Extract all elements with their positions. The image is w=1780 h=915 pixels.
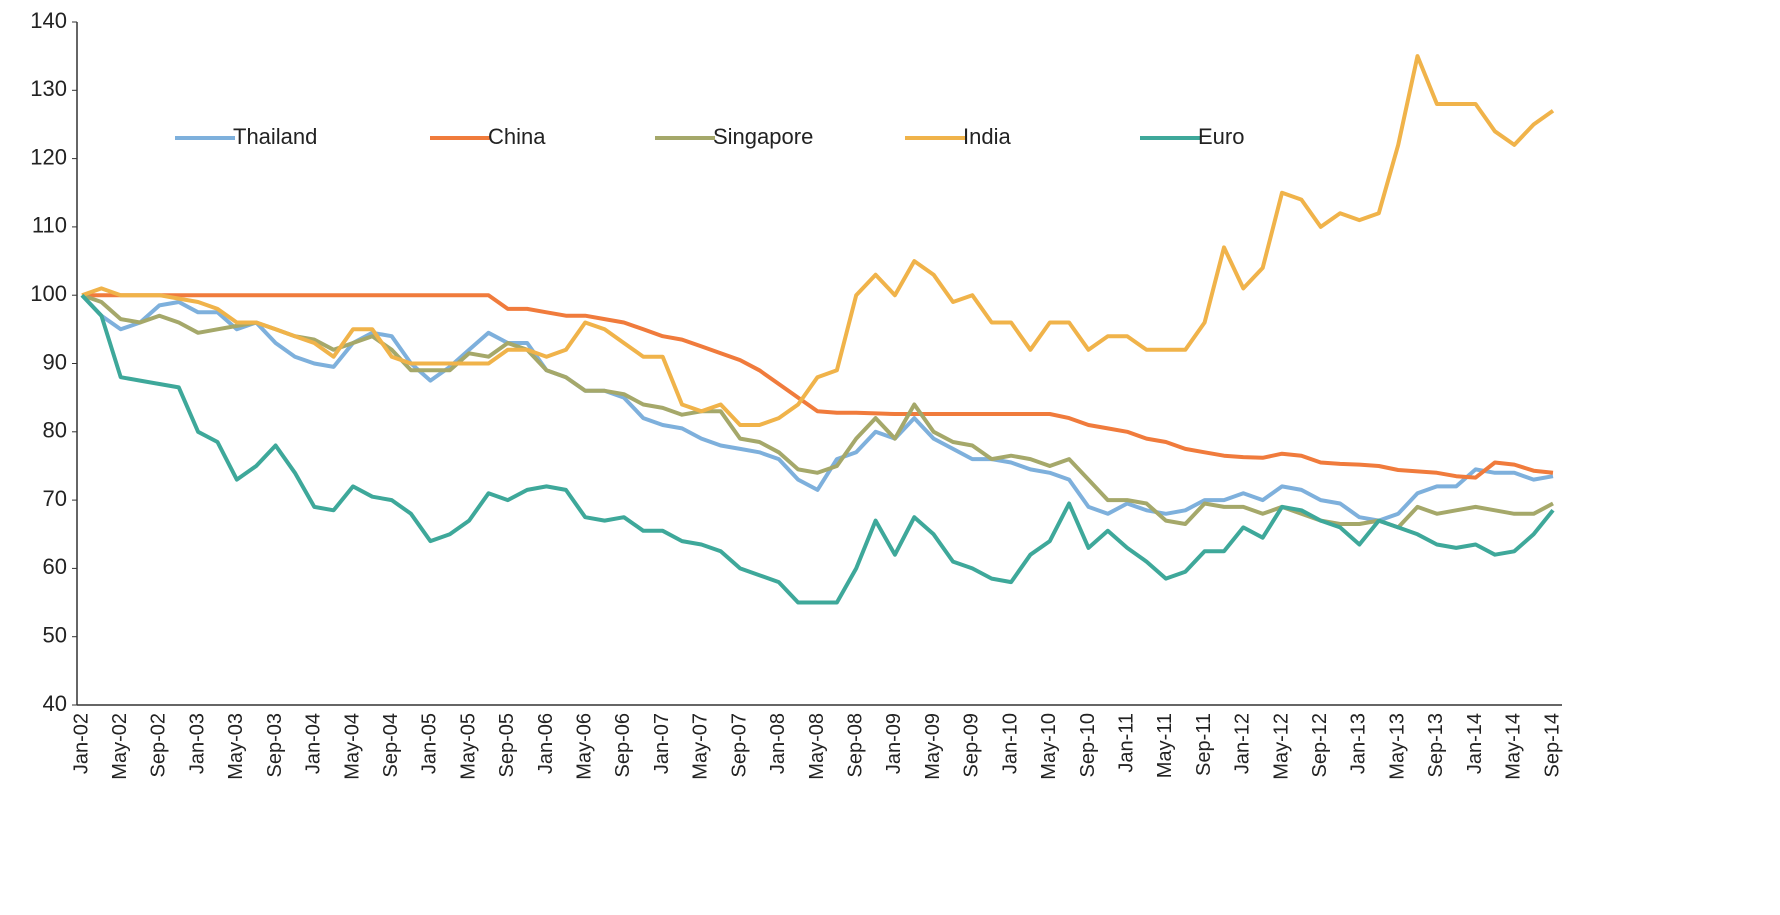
y-tick-label: 100	[30, 281, 67, 306]
x-tick-label: Sep-03	[264, 713, 286, 778]
x-tick-label: Jan-02	[70, 713, 92, 774]
x-tick-label: May-02	[109, 713, 131, 780]
y-tick-label: 50	[43, 623, 67, 648]
x-tick-label: May-14	[1503, 713, 1525, 780]
data-line	[80, 293, 1554, 523]
y-tick-label: 60	[43, 554, 67, 579]
x-tick-label: Sep-02	[148, 713, 170, 778]
x-tick-label: May-03	[225, 713, 247, 780]
y-tick-label: 110	[32, 213, 67, 238]
data-line	[81, 293, 1554, 530]
x-tick-label: Sep-11	[1193, 713, 1215, 776]
legend-label: China	[488, 124, 546, 149]
x-tick-label: May-07	[690, 713, 712, 780]
x-tick-label: Jan-03	[186, 713, 208, 774]
y-tick-label: 80	[43, 418, 67, 443]
x-tick-label: May-12	[1270, 713, 1292, 780]
x-tick-label: Jan-14	[1464, 713, 1486, 774]
legend-label: India	[963, 124, 1011, 149]
data-line	[81, 54, 1555, 427]
x-tick-label: May-13	[1386, 713, 1408, 780]
x-tick-label: May-09	[922, 713, 944, 780]
x-tick-label: Jan-09	[883, 713, 905, 774]
y-tick-label: 90	[43, 349, 67, 374]
x-tick-label: Sep-13	[1425, 713, 1447, 778]
x-tick-label: Jan-08	[767, 713, 789, 774]
legend-label: Thailand	[233, 124, 317, 149]
x-tick-label: Sep-05	[496, 713, 518, 778]
x-tick-label: Sep-12	[1309, 713, 1331, 778]
data-line	[82, 293, 1554, 480]
x-tick-label: Sep-08	[844, 713, 866, 778]
x-tick-label: Jan-13	[1348, 713, 1370, 774]
x-tick-label: May-05	[457, 713, 479, 780]
x-tick-label: Sep-07	[728, 713, 750, 778]
x-tick-label: Jan-12	[1232, 713, 1254, 774]
y-tick-label: 70	[43, 486, 67, 511]
x-tick-label: Sep-14	[1541, 713, 1563, 778]
legend-label: Singapore	[713, 124, 813, 149]
y-tick-label: 120	[30, 144, 67, 169]
x-tick-label: Sep-06	[612, 713, 634, 778]
x-tick-label: Jan-10	[999, 713, 1021, 774]
x-tick-label: Jan-11	[1115, 713, 1137, 773]
x-tick-label: Sep-09	[961, 713, 983, 778]
x-tick-label: Jan-04	[303, 713, 325, 774]
x-tick-label: May-10	[1038, 713, 1060, 780]
y-tick-label: 40	[43, 691, 67, 716]
x-tick-label: Jan-07	[651, 713, 673, 774]
data-line	[80, 293, 1555, 605]
y-tick-label: 130	[30, 76, 67, 101]
x-tick-label: Sep-04	[380, 713, 402, 778]
x-tick-label: May-11	[1154, 713, 1176, 778]
x-tick-label: May-04	[341, 713, 363, 780]
x-tick-label: Jan-05	[419, 713, 441, 774]
x-tick-label: Sep-10	[1077, 713, 1099, 778]
x-tick-label: Jan-06	[535, 713, 557, 774]
y-tick-label: 140	[30, 8, 67, 33]
legend-label: Euro	[1198, 124, 1244, 149]
x-tick-label: May-08	[806, 713, 828, 780]
x-tick-label: May-06	[574, 713, 596, 780]
